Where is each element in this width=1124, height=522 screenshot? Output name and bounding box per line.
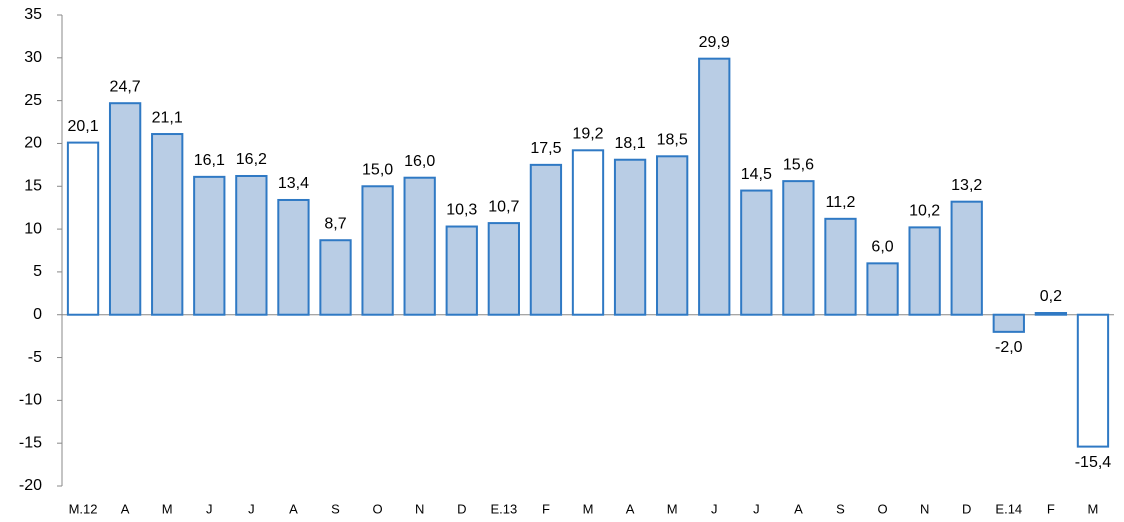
value-label: 13,4 — [278, 175, 309, 192]
x-tick-label: E.13 — [490, 501, 517, 516]
x-tick-label: J — [753, 501, 760, 516]
bar — [277, 198, 310, 316]
value-label: 19,2 — [572, 126, 603, 143]
value-label: 11,2 — [826, 194, 856, 211]
y-tick-label: 5 — [33, 263, 42, 280]
x-tick-label: J — [206, 501, 213, 516]
x-tick-label: M — [667, 501, 678, 516]
y-tick-label: -5 — [28, 349, 42, 366]
value-label: 16,1 — [194, 152, 225, 169]
value-label: 24,7 — [110, 78, 141, 95]
value-label: 10,3 — [446, 202, 477, 219]
y-tick-label: -10 — [19, 392, 42, 409]
x-tick-label: D — [457, 501, 466, 516]
x-tick-label: S — [331, 501, 340, 516]
y-tick-label: 20 — [24, 135, 42, 152]
value-label: 14,5 — [741, 166, 772, 183]
x-tick-label: E.14 — [995, 501, 1022, 516]
x-tick-label: M — [583, 501, 594, 516]
value-label: 18,5 — [657, 132, 688, 149]
x-tick-label: N — [920, 501, 929, 516]
x-tick-label: M.12 — [69, 501, 98, 516]
bar — [740, 189, 773, 316]
bar — [108, 102, 142, 316]
value-label: 0,2 — [1040, 288, 1062, 305]
value-label: 10,2 — [909, 203, 940, 220]
x-tick-label: F — [1047, 501, 1055, 516]
bar — [866, 262, 899, 316]
bar — [529, 163, 563, 316]
value-label: 18,1 — [615, 135, 646, 152]
value-label: 10,7 — [488, 198, 519, 215]
value-label: 21,1 — [152, 109, 183, 126]
bar — [1076, 313, 1110, 448]
bar — [193, 175, 226, 316]
x-tick-label: J — [248, 501, 255, 516]
value-label: 16,2 — [236, 151, 267, 168]
x-tick-label: O — [877, 501, 887, 516]
x-tick-label: S — [836, 501, 845, 516]
y-tick-label: 25 — [24, 92, 42, 109]
bar — [151, 133, 184, 316]
value-label: 15,0 — [362, 161, 393, 178]
x-tick-label: M — [1088, 501, 1099, 516]
y-tick-label: 0 — [33, 306, 42, 323]
x-tick-label: M — [162, 501, 173, 516]
value-label: -2,0 — [995, 339, 1023, 356]
y-tick-label: 30 — [24, 49, 42, 66]
bar — [698, 57, 731, 316]
x-tick-label: O — [373, 501, 383, 516]
value-label: 8,7 — [324, 215, 346, 232]
bar — [235, 174, 268, 316]
value-label: 6,0 — [871, 239, 893, 256]
bar — [908, 226, 941, 316]
value-label: 29,9 — [699, 34, 730, 51]
x-tick-label: A — [794, 501, 803, 516]
bar — [782, 180, 815, 316]
bar — [487, 222, 520, 316]
bar — [992, 313, 1025, 333]
y-tick-label: 10 — [24, 220, 42, 237]
x-tick-label: A — [289, 501, 298, 516]
bar — [571, 149, 605, 316]
bar — [824, 217, 857, 316]
bar — [361, 185, 394, 316]
value-label: 16,0 — [404, 153, 435, 170]
x-tick-label: F — [542, 501, 550, 516]
bar — [656, 155, 689, 316]
value-label: 15,6 — [783, 156, 814, 173]
value-label: 20,1 — [67, 118, 98, 135]
value-label: 13,2 — [951, 177, 982, 194]
x-tick-label: A — [121, 501, 130, 516]
y-tick-label: -15 — [19, 434, 42, 451]
bar — [403, 176, 436, 316]
x-tick-label: N — [415, 501, 424, 516]
y-tick-label: 15 — [24, 177, 42, 194]
value-label: -15,4 — [1075, 454, 1112, 471]
x-tick-label: D — [962, 501, 971, 516]
value-label: 17,5 — [530, 140, 561, 157]
bar — [66, 141, 100, 316]
bar — [1034, 312, 1068, 316]
y-tick-label: -20 — [19, 477, 42, 494]
bar — [445, 225, 478, 316]
bar — [319, 239, 352, 316]
x-tick-label: A — [626, 501, 635, 516]
bar — [613, 158, 647, 316]
x-tick-label: J — [711, 501, 718, 516]
bar — [950, 200, 983, 316]
y-tick-label: 35 — [24, 6, 42, 23]
